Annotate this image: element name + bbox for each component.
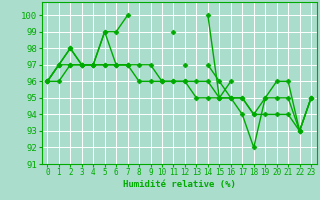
- X-axis label: Humidité relative (%): Humidité relative (%): [123, 180, 236, 189]
